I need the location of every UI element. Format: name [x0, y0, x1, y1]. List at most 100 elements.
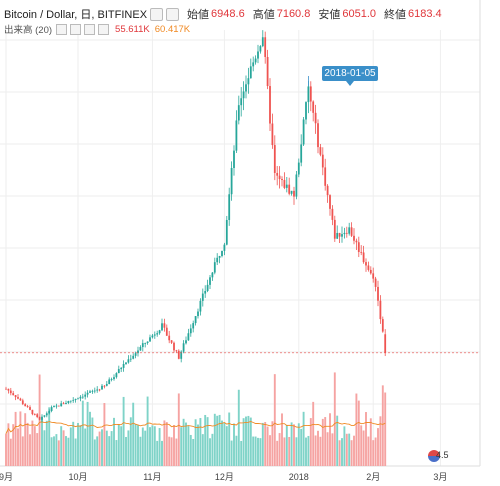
volume-bar: [134, 423, 137, 466]
volume-bar: [269, 435, 271, 466]
volume-tag: 4.5: [436, 450, 449, 460]
candle: [305, 101, 307, 125]
candle: [360, 245, 363, 256]
candle: [314, 104, 317, 134]
candle: [182, 340, 185, 354]
volume-bar: [324, 417, 327, 466]
volume-bar: [369, 418, 372, 466]
candle: [41, 414, 43, 422]
volume-bar: [353, 435, 355, 466]
more-icon[interactable]: [98, 23, 110, 35]
volume-bar: [259, 438, 262, 466]
candle: [209, 274, 211, 289]
candle: [189, 324, 192, 337]
volume-bar: [65, 436, 67, 466]
volume-bar: [91, 417, 94, 466]
candle: [357, 236, 360, 258]
x-tick-label: 2月: [366, 472, 380, 482]
volume-bar: [74, 438, 77, 466]
candle: [156, 330, 159, 337]
candle: [91, 389, 94, 394]
candle: [187, 328, 190, 341]
volume-bar: [242, 418, 245, 466]
candle: [33, 413, 36, 416]
candle: [60, 400, 63, 407]
volume-bar: [31, 420, 34, 466]
volume-bar: [194, 419, 197, 466]
candle: [120, 366, 123, 373]
volume-bar: [201, 434, 204, 466]
candle: [228, 187, 231, 226]
candle: [43, 415, 46, 418]
candle: [350, 222, 353, 237]
candle: [14, 394, 17, 401]
volume-bar: [5, 433, 7, 466]
candle: [293, 186, 295, 205]
close-icon[interactable]: [84, 23, 96, 35]
volume-bar: [115, 440, 118, 466]
volume-bar: [209, 438, 211, 466]
volume-bar: [261, 422, 264, 466]
volume-bar: [357, 400, 360, 466]
candle: [158, 329, 161, 335]
candle: [257, 44, 259, 64]
candle: [230, 161, 233, 201]
candle: [84, 391, 87, 400]
volume-bar: [204, 414, 207, 466]
volume-bar: [314, 435, 317, 466]
volume-bar: [333, 372, 336, 466]
candle: [266, 49, 269, 90]
volume-bar: [177, 393, 180, 466]
candle: [381, 316, 384, 333]
volume-bar: [319, 436, 322, 466]
visibility-icon[interactable]: [56, 23, 68, 35]
volume-bar: [189, 434, 192, 466]
candle: [341, 226, 343, 243]
volume-bar: [14, 411, 17, 466]
candle: [276, 166, 279, 186]
candle: [65, 400, 67, 405]
candle: [288, 177, 291, 196]
volume-bar: [237, 389, 240, 466]
candle: [139, 345, 142, 351]
volume-bar: [374, 437, 377, 466]
visibility-icon[interactable]: [166, 7, 180, 21]
volume-bar: [129, 417, 132, 466]
candle: [19, 397, 22, 401]
volume-bar: [360, 425, 363, 466]
candle: [93, 387, 96, 394]
volume-bar: [151, 425, 154, 466]
volume-bar: [72, 421, 75, 466]
volume-bar: [127, 430, 130, 466]
volume-bar: [158, 428, 161, 466]
volume-bar: [350, 440, 353, 466]
candle: [170, 340, 173, 344]
candle: [333, 215, 336, 242]
volume-bar: [57, 440, 60, 466]
volume-bar: [101, 429, 103, 466]
candle: [175, 349, 178, 353]
volume-bar: [384, 392, 387, 466]
candle: [151, 333, 154, 339]
volume-bars: [5, 372, 387, 466]
volume-bar: [225, 426, 228, 466]
candle: [336, 225, 339, 239]
volume-bar: [170, 437, 173, 466]
close-value: 6183.4: [408, 8, 442, 20]
candle: [127, 355, 130, 364]
volume-bar: [132, 402, 135, 466]
volume-bar: [113, 417, 115, 466]
x-tick-label: 11月: [143, 472, 161, 482]
volume-bar: [233, 423, 235, 466]
settings-icon[interactable]: [150, 7, 164, 21]
volume-bar: [228, 412, 231, 466]
volume-bar: [108, 436, 111, 466]
volume-bar: [355, 393, 358, 466]
volume-bar: [45, 420, 48, 466]
candle: [223, 242, 226, 256]
candle: [247, 67, 250, 94]
settings-icon[interactable]: [70, 23, 82, 35]
candle: [67, 400, 70, 405]
candle: [319, 143, 322, 157]
